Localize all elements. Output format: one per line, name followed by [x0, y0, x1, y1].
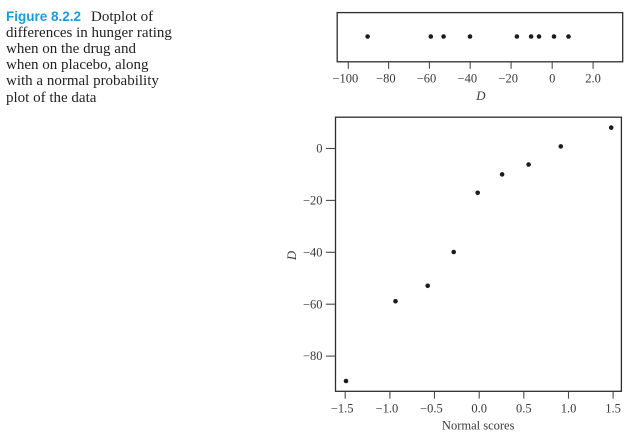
svg-text:−40: −40: [458, 72, 478, 86]
svg-text:−60: −60: [303, 297, 323, 311]
svg-text:1.5: 1.5: [605, 402, 621, 416]
svg-text:−60: −60: [417, 72, 437, 86]
svg-text:−1.0: −1.0: [376, 402, 399, 416]
svg-text:0: 0: [549, 72, 555, 86]
svg-text:−0.5: −0.5: [420, 402, 443, 416]
svg-text:−20: −20: [303, 194, 323, 208]
svg-text:−80: −80: [303, 349, 323, 363]
svg-text:−100: −100: [332, 72, 358, 86]
svg-text:D: D: [285, 250, 299, 261]
svg-text:2.0: 2.0: [585, 72, 601, 86]
svg-text:0.5: 0.5: [516, 402, 532, 416]
svg-text:D: D: [475, 89, 486, 103]
svg-text:0.0: 0.0: [471, 402, 487, 416]
svg-text:−80: −80: [376, 72, 396, 86]
svg-text:1.0: 1.0: [561, 402, 577, 416]
svg-text:−20: −20: [498, 72, 518, 86]
svg-text:0: 0: [316, 142, 322, 156]
svg-text:Normal scores: Normal scores: [442, 418, 515, 432]
svg-text:−40: −40: [303, 245, 323, 259]
svg-text:−1.5: −1.5: [331, 402, 354, 416]
